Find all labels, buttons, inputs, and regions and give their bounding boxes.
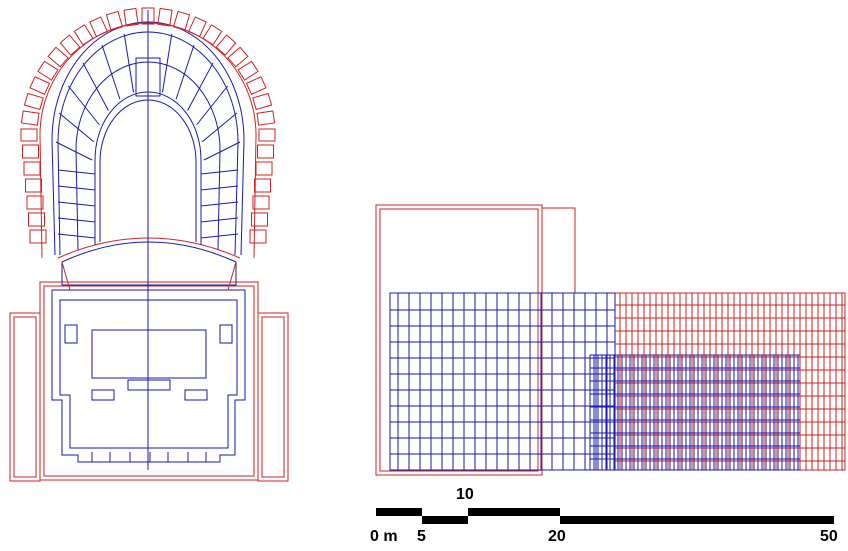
ring-block (60, 35, 80, 55)
wedge-line (102, 45, 120, 99)
tower (376, 205, 542, 475)
ring-block (24, 93, 43, 109)
pier (220, 325, 232, 343)
wedge-line (201, 234, 238, 238)
wedge-line (176, 45, 194, 99)
ring-block (258, 145, 274, 158)
pier (65, 325, 77, 343)
page: 0 m 5 10 20 50 (() => { const data = JSO… (0, 0, 848, 546)
ring-block (21, 129, 37, 141)
ring-block (203, 25, 222, 45)
facade-grid (390, 293, 845, 470)
scale-segment (468, 508, 560, 516)
ring-block (21, 111, 39, 125)
wedge-line (201, 218, 238, 222)
ring-block (257, 111, 275, 125)
facade-blue (390, 293, 615, 470)
scale-label: 10 (456, 486, 474, 503)
ring-block (250, 230, 266, 243)
side-block (262, 317, 284, 477)
ring-block (24, 162, 40, 175)
stage-steps (92, 452, 206, 462)
tower (380, 209, 538, 471)
wedge-line (58, 202, 95, 206)
ring-block (38, 61, 58, 80)
ring-block (30, 77, 50, 95)
ring-block (253, 93, 272, 109)
ring-block (246, 77, 266, 95)
ring-block (23, 145, 39, 158)
pier (185, 390, 207, 400)
ring-block (106, 11, 122, 30)
pier (128, 380, 170, 390)
theatre-elevation (376, 205, 845, 475)
ring-block (238, 61, 258, 80)
wedge-line (162, 34, 171, 93)
scale-segment (376, 508, 422, 516)
wedge-line (58, 234, 95, 238)
scale-bar: 0 m 5 10 20 50 (370, 486, 838, 545)
ring-block (255, 179, 271, 192)
wedge-line (196, 86, 227, 125)
ring-block (29, 213, 45, 226)
wedge-line (58, 218, 95, 222)
ring-block (90, 17, 108, 37)
stage-room (92, 330, 206, 378)
wedge-line (124, 34, 133, 93)
orchestra-edge (58, 238, 240, 258)
scale-segment (560, 516, 834, 524)
scale-segment (422, 516, 468, 524)
ring-block (74, 25, 93, 45)
side-block (14, 317, 36, 477)
ring-block (256, 162, 272, 175)
tower-side (542, 208, 575, 293)
pier (92, 390, 114, 400)
ring-block (26, 179, 42, 192)
ring-block (252, 213, 268, 226)
scale-label: 5 (417, 528, 426, 545)
scale-label: 0 m (370, 528, 398, 545)
orchestra (62, 242, 236, 285)
scale-label: 20 (548, 528, 566, 545)
ring-block (174, 11, 190, 30)
ring-block (259, 129, 275, 141)
theatre-plan (10, 8, 288, 481)
wedge-line (201, 202, 238, 206)
ring-block (216, 35, 236, 55)
scale-label: 50 (820, 528, 838, 545)
wedge-line (68, 86, 99, 125)
wedge-line (56, 142, 92, 160)
ring-block (30, 230, 46, 243)
ring-block (189, 17, 207, 37)
drawing: 0 m 5 10 20 50 (0, 0, 848, 546)
stage-outline (40, 282, 258, 480)
wedge-line (204, 142, 240, 160)
